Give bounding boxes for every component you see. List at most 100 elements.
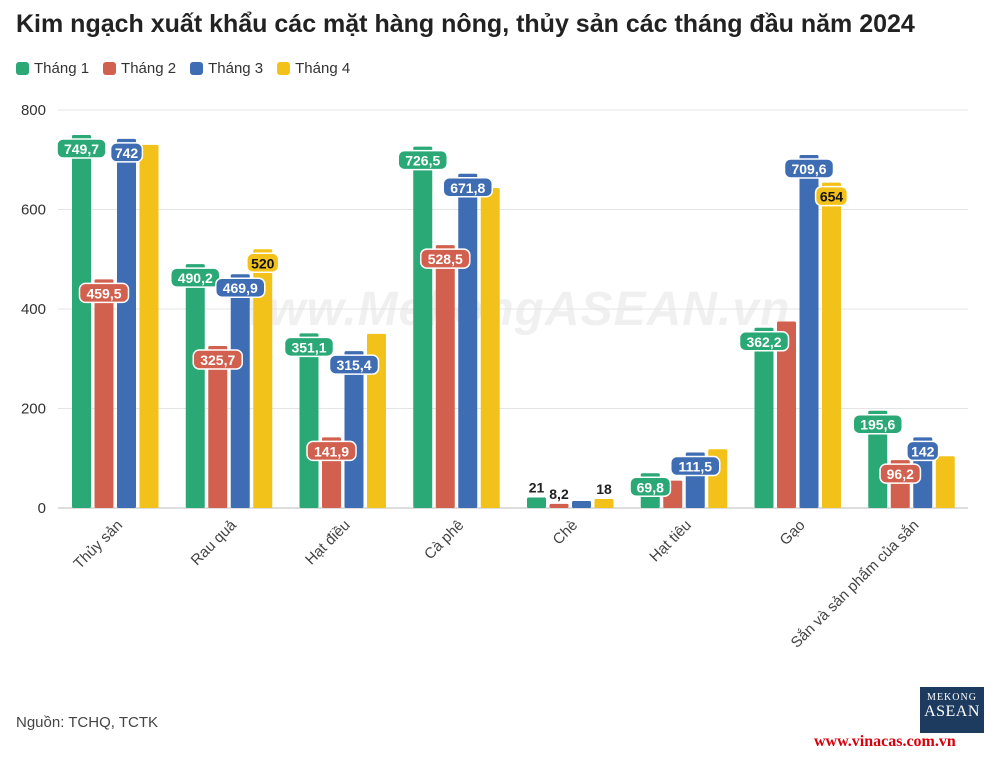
data-label-box <box>170 267 221 288</box>
bar <box>754 327 774 508</box>
data-label: 671,8 <box>450 180 485 196</box>
bar <box>299 333 319 508</box>
bar <box>594 499 614 508</box>
bar <box>480 188 500 509</box>
legend-item[interactable]: Tháng 2 <box>103 60 176 77</box>
data-label: 142 <box>911 443 935 459</box>
data-label: 742 <box>115 145 139 161</box>
data-label-box <box>906 440 940 462</box>
data-label: 726,5 <box>405 153 440 169</box>
y-tick-label: 0 <box>38 500 46 517</box>
legend-label: Tháng 4 <box>295 60 351 77</box>
bar <box>572 501 591 508</box>
legend-swatch <box>16 62 29 75</box>
legend-swatch <box>190 62 204 75</box>
data-label-box <box>420 248 471 269</box>
bar <box>208 345 228 508</box>
website-link[interactable]: www.vinacas.com.vn <box>814 733 956 750</box>
chart-title: Kim ngạch xuất khẩu các mặt hàng nông, t… <box>16 10 915 38</box>
bar <box>94 279 114 508</box>
data-label: 490,2 <box>178 270 213 286</box>
logo-line-1: MEKONG <box>927 692 977 703</box>
y-tick-label: 800 <box>21 102 46 119</box>
bar <box>868 410 888 508</box>
data-label-box <box>814 185 849 207</box>
bar <box>527 497 546 508</box>
data-label: 749,7 <box>64 141 99 157</box>
legend-label: Tháng 3 <box>208 60 264 77</box>
data-label-box <box>78 282 130 304</box>
legend-item[interactable]: Tháng 3 <box>190 60 263 77</box>
data-label: 351,1 <box>291 339 326 355</box>
data-label-box <box>442 177 493 198</box>
data-label: 18 <box>596 481 612 497</box>
x-tick-label: Hạt điều <box>302 517 354 569</box>
logo-line-2: ASEAN <box>924 702 980 720</box>
data-label: 69,8 <box>637 479 664 495</box>
legend: Tháng 1 Tháng 2 Tháng 3 Tháng 4 <box>16 60 350 77</box>
data-label: 520 <box>251 255 275 271</box>
y-tick-label: 400 <box>21 301 46 318</box>
bar <box>458 173 478 509</box>
data-label-box <box>629 476 672 498</box>
x-tick-label: Gạo <box>777 517 809 549</box>
data-label: 459,5 <box>86 285 121 301</box>
y-tick-label: 600 <box>21 202 46 219</box>
data-label-box <box>192 349 243 370</box>
legend-item[interactable]: Tháng 4 <box>277 60 350 77</box>
bar <box>117 138 136 509</box>
bar <box>72 135 91 509</box>
source-note: Nguồn: TCHQ, TCTK <box>16 714 158 731</box>
data-label-box <box>215 277 266 298</box>
data-label-box <box>109 142 144 163</box>
bar <box>139 144 159 508</box>
bar <box>230 274 250 508</box>
data-label-box <box>852 413 903 435</box>
bar-chart: 0 200 400 600 800 Thủy sản Rau quả Hạt điều Cà p… <box>21 102 968 652</box>
data-label: 21 <box>529 480 545 496</box>
x-tick-label: Rau quả <box>188 516 241 569</box>
legend-swatch <box>277 62 291 75</box>
data-label: 325,7 <box>200 352 235 368</box>
data-label: 195,6 <box>860 417 895 433</box>
data-label: 8,2 <box>549 486 569 502</box>
legend-item[interactable]: Tháng 1 <box>16 60 89 77</box>
data-label: 111,5 <box>679 459 713 475</box>
bar <box>185 264 205 508</box>
x-tick-label: Sắn và sản phẩm của sắn <box>788 517 923 652</box>
data-label-box <box>879 463 922 484</box>
bar <box>344 351 364 508</box>
x-tick-label: Chè <box>550 517 581 548</box>
bar <box>935 456 955 508</box>
data-label: 96,2 <box>887 466 914 482</box>
data-label-box <box>246 252 280 274</box>
bar <box>367 333 386 508</box>
x-tick-label: Cà phê <box>421 517 467 563</box>
data-label: 528,5 <box>428 251 463 267</box>
data-label-box <box>283 336 335 358</box>
data-label-box <box>56 138 107 159</box>
bar <box>413 146 433 508</box>
legend-label: Tháng 2 <box>121 60 177 77</box>
bar <box>822 182 841 508</box>
bar <box>799 154 819 508</box>
x-tick-label: Hạt tiêu <box>646 517 695 566</box>
data-label-box <box>738 331 790 352</box>
data-label-box <box>397 149 448 171</box>
y-tick-label: 200 <box>21 401 46 418</box>
legend-swatch <box>103 62 117 75</box>
data-label-box <box>670 455 721 477</box>
data-label-box <box>328 354 380 375</box>
data-label: 141,9 <box>314 443 349 459</box>
data-label: 654 <box>820 189 844 205</box>
bar <box>777 321 796 508</box>
data-label: 469,9 <box>223 280 258 296</box>
data-label-box <box>306 440 357 462</box>
data-label: 315,4 <box>336 357 371 373</box>
data-label: 362,2 <box>746 334 781 350</box>
legend-label: Tháng 1 <box>34 60 90 77</box>
bar <box>435 245 455 509</box>
bar <box>253 249 273 509</box>
x-tick-label: Thủy sản <box>70 517 126 573</box>
data-label: 709,6 <box>791 161 826 177</box>
